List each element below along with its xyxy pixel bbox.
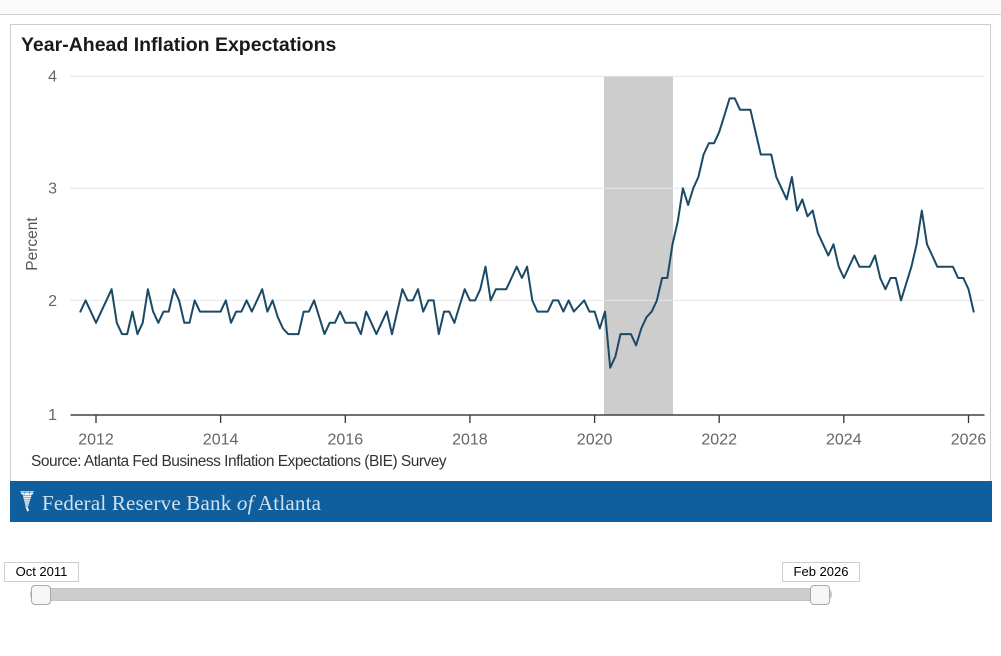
svg-text:2014: 2014 <box>203 432 239 449</box>
svg-text:3: 3 <box>48 181 57 198</box>
svg-text:2020: 2020 <box>577 432 613 449</box>
svg-text:Source: Atlanta Fed Business I: Source: Atlanta Fed Business Inflation E… <box>31 453 447 470</box>
svg-text:2018: 2018 <box>452 432 488 449</box>
svg-text:1: 1 <box>48 407 57 424</box>
svg-text:2012: 2012 <box>78 432 114 449</box>
svg-text:4: 4 <box>48 69 57 86</box>
svg-text:2: 2 <box>48 293 57 310</box>
svg-text:Percent: Percent <box>24 217 41 271</box>
svg-text:2016: 2016 <box>328 432 364 449</box>
svg-text:2024: 2024 <box>826 432 862 449</box>
svg-text:2026: 2026 <box>951 432 987 449</box>
svg-text:2022: 2022 <box>701 432 737 449</box>
